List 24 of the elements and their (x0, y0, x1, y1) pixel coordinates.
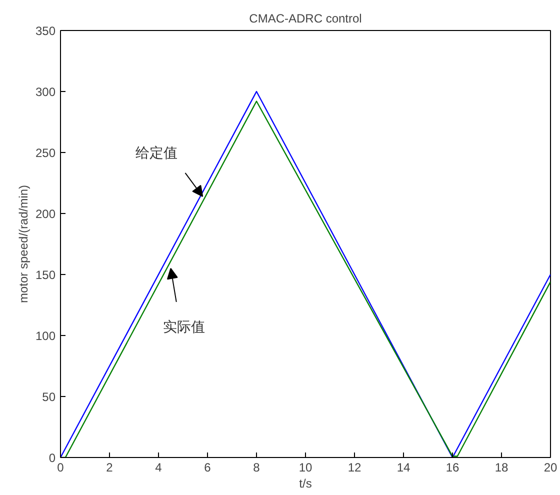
y-axis-title: motor speed/(rad/min) (16, 184, 30, 304)
chart-title: CMAC-ADRC control (249, 12, 362, 26)
x-tick-label: 12 (348, 460, 362, 474)
y-tick-label: 200 (35, 207, 56, 221)
x-tick-label: 6 (204, 460, 212, 474)
annotation: 实际值 (162, 319, 205, 336)
x-tick-label: 14 (396, 460, 410, 474)
x-tick-label: 18 (494, 460, 508, 474)
y-tick-label: 50 (42, 390, 56, 404)
x-tick-label: 2 (106, 460, 114, 474)
x-tick-label: 10 (298, 460, 312, 474)
x-tick-label: 20 (544, 460, 558, 474)
x-axis-title: t/s (299, 476, 312, 490)
y-tick-label: 300 (35, 85, 56, 99)
x-tick-label: 16 (446, 460, 460, 474)
y-tick-label: 150 (35, 268, 56, 282)
annotation: 给定值 (136, 145, 178, 162)
x-tick-label: 4 (155, 460, 162, 474)
y-tick-label: 100 (35, 329, 56, 343)
y-tick-label: 250 (35, 146, 56, 160)
x-tick-label: 0 (57, 460, 64, 474)
x-tick-label: 8 (253, 460, 260, 474)
y-tick-label: 350 (35, 24, 56, 38)
y-tick-label: 0 (48, 451, 56, 465)
